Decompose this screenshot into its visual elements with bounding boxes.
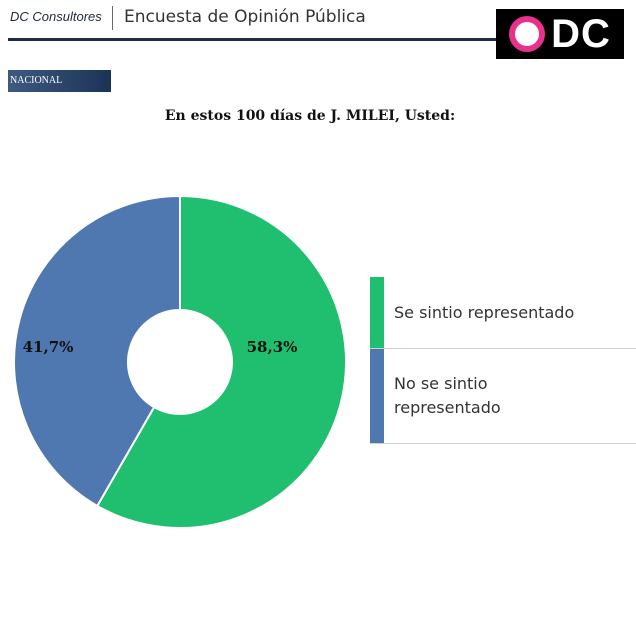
donut-slice	[13, 194, 181, 508]
slice-value-label: 41,7%	[23, 338, 74, 356]
report-title: Encuesta de Opinión Pública	[124, 7, 366, 27]
legend-label: No se sintio representado	[394, 374, 501, 417]
slice-value-label: 58,3%	[247, 338, 298, 356]
odc-logo: DC	[496, 9, 624, 59]
legend-item: No se sintio representado	[370, 349, 636, 444]
logo-text: DC	[551, 11, 611, 56]
legend-label: Se sintio representado	[394, 302, 575, 322]
legend-swatch	[370, 277, 384, 348]
donut-slice	[95, 194, 347, 529]
header-divider	[112, 6, 113, 30]
chart-legend: Se sintio representado No se sintio repr…	[370, 277, 636, 444]
chart-title: En estos 100 días de J. MILEI, Usted:	[164, 108, 456, 124]
section-badge: NACIONAL	[8, 70, 111, 92]
logo-ring-icon	[509, 16, 546, 52]
legend-item: Se sintio representado	[370, 277, 636, 349]
brand-name: DC Consultores	[10, 9, 102, 24]
header-rule	[8, 38, 503, 41]
legend-swatch	[370, 349, 384, 443]
